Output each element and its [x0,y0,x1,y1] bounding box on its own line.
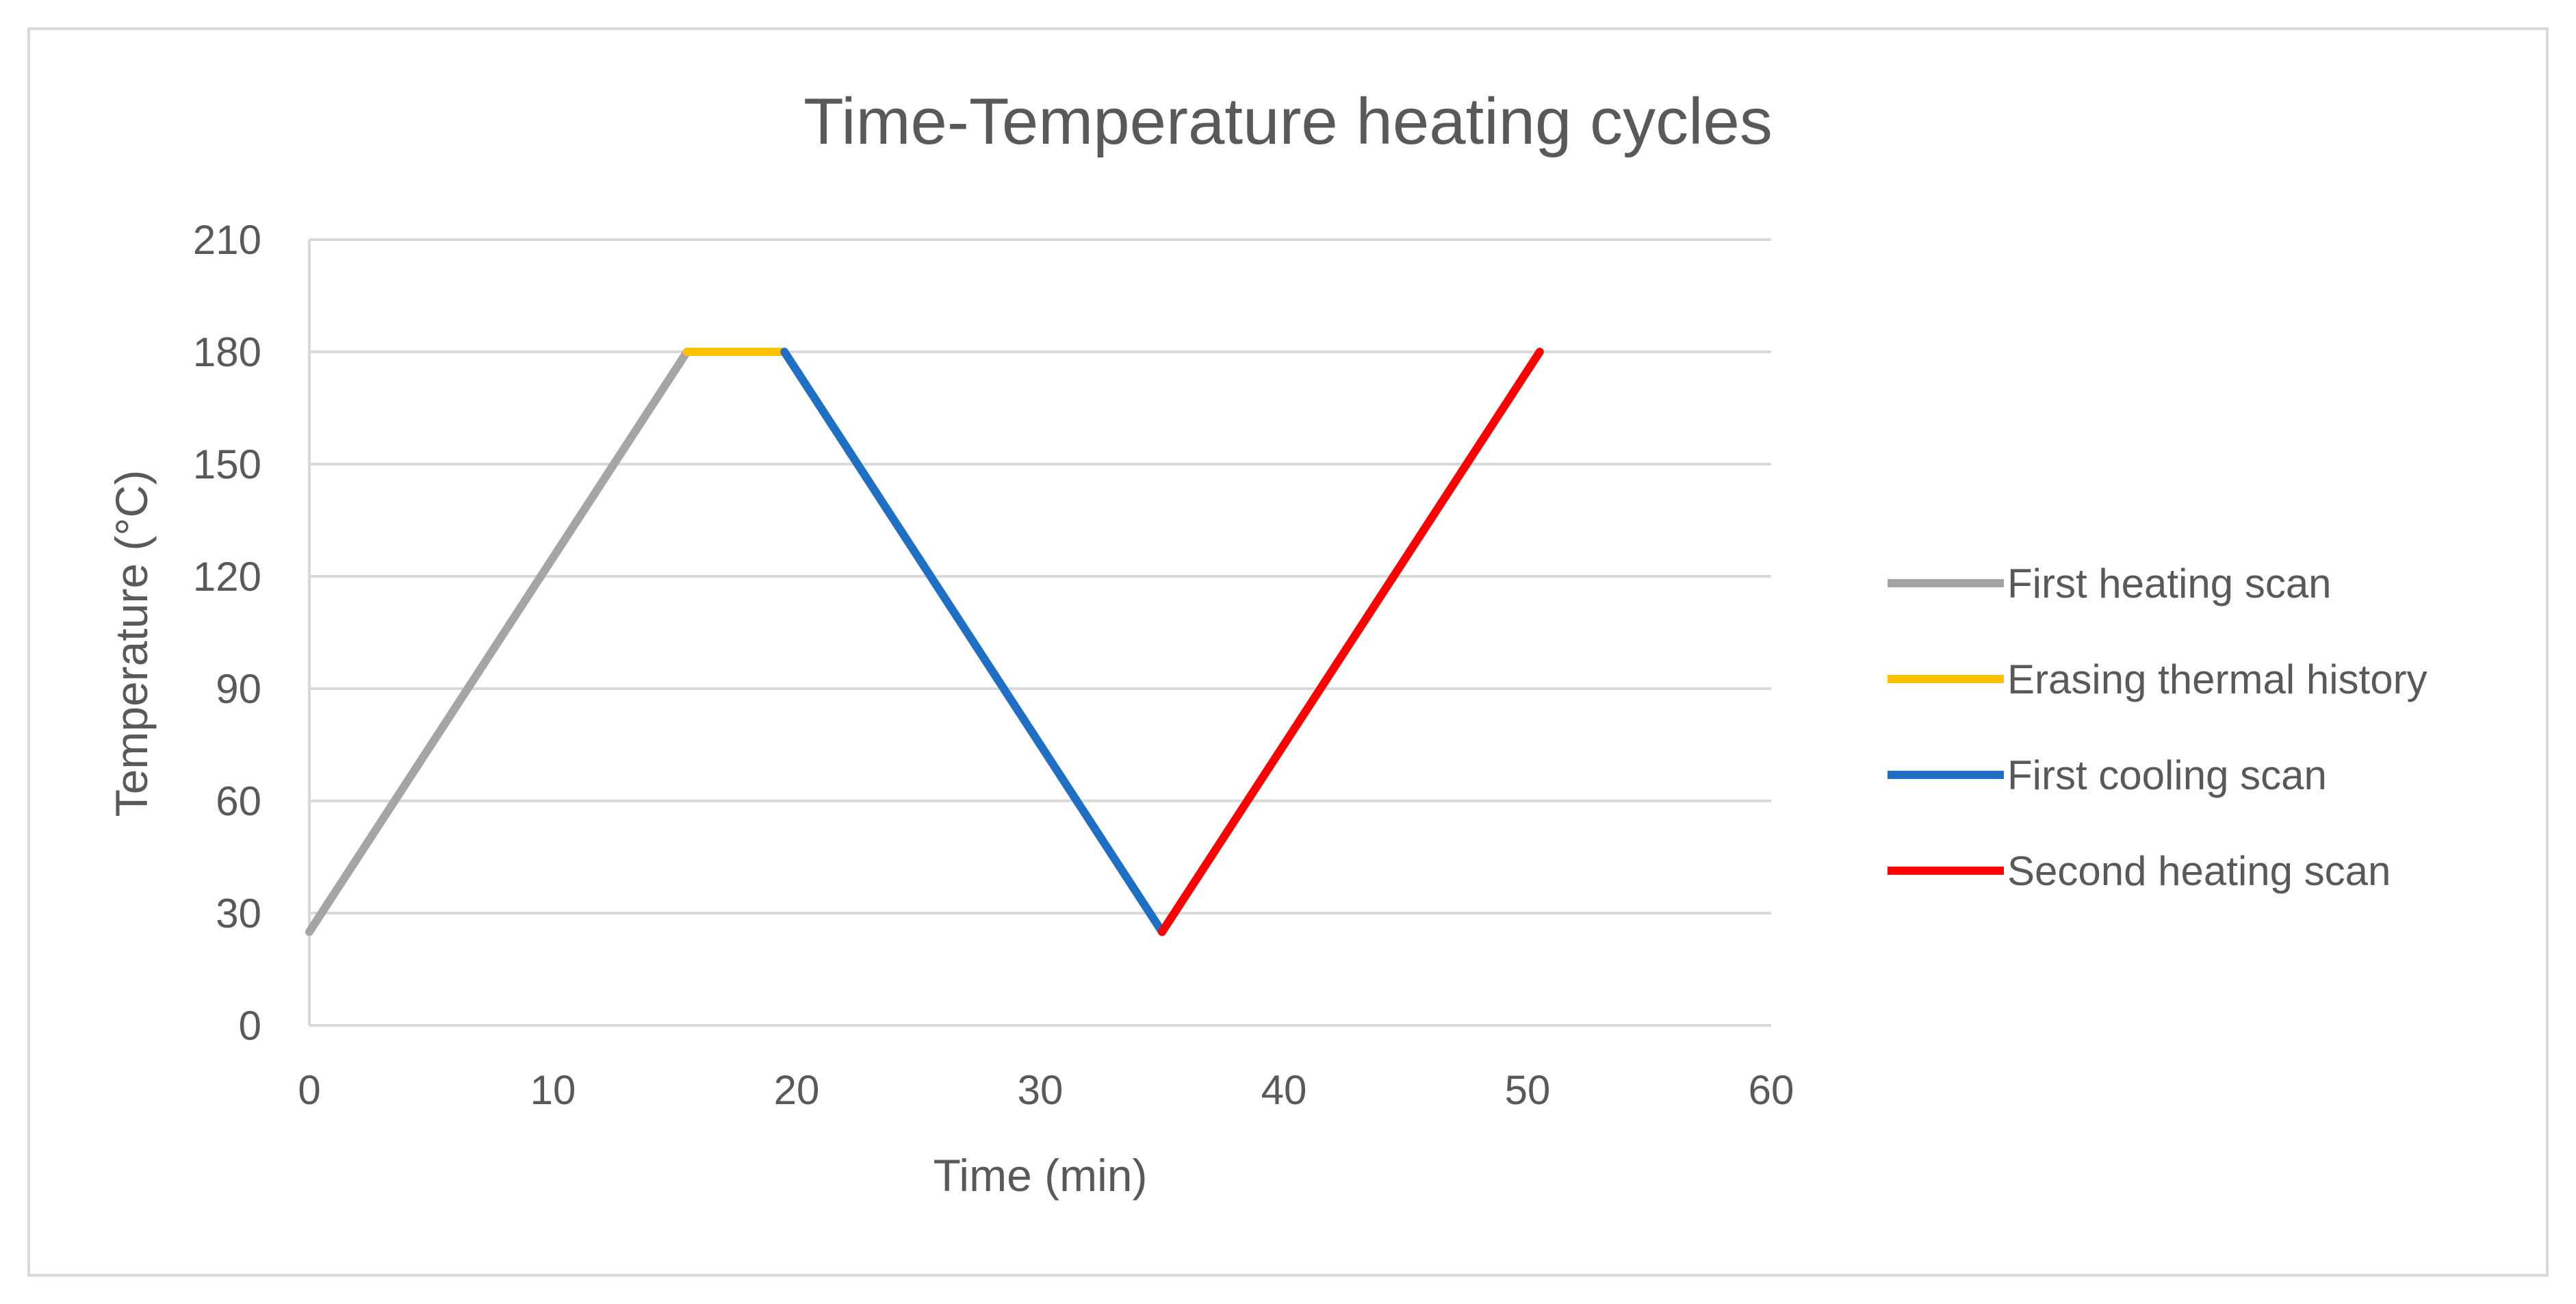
y-tick-label: 120 [193,554,261,600]
x-tick-label: 60 [1749,1067,1794,1113]
y-tick-label: 210 [193,217,261,263]
y-tick-label: 150 [193,442,261,487]
x-tick-label: 30 [1018,1067,1064,1113]
x-tick-label: 20 [774,1067,820,1113]
series-line-3 [780,348,1166,936]
y-tick-label: 90 [216,666,261,712]
chart-frame [27,27,2549,1277]
x-tick-label: 50 [1505,1067,1551,1113]
axes: 0 30 60 90 120 150 180 210 0 10 20 30 40 50 60 [193,217,1794,1113]
chart-title: Time-Temperature heating cycles [803,85,1773,158]
y-tick-label: 30 [216,891,261,936]
x-tick-label: 0 [298,1067,320,1113]
y-tick-label: 180 [193,329,261,375]
legend-label-3: First cooling scan [2007,752,2327,798]
legend-label-2: Erasing thermal history [2007,656,2427,702]
y-tick-label: 60 [216,778,261,824]
grid-lines [309,238,1771,915]
x-axis-label: Time (min) [933,1150,1148,1201]
y-tick-label: 0 [239,1003,261,1049]
x-tick-label: 10 [530,1067,576,1113]
legend: First heating scan Erasing thermal histor… [1888,561,2427,894]
series-lines [305,348,1544,936]
x-tick-label: 40 [1261,1067,1307,1113]
y-axis-label: Temperature (°C) [106,470,157,817]
series-line-4 [1158,348,1544,936]
series-line-1 [305,348,691,936]
legend-label-4: Second heating scan [2007,848,2391,894]
legend-label-1: First heating scan [2007,561,2332,606]
